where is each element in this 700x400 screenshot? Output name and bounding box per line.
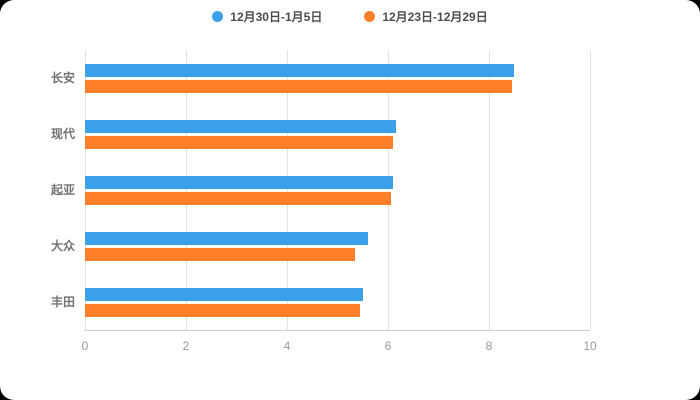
legend-item-week-current[interactable]: 12月30日-1月5日 (212, 8, 322, 25)
y-category-label: 大众 (50, 239, 75, 253)
x-tick-label: 8 (485, 339, 493, 353)
bar-series-1-起亚[interactable] (85, 191, 391, 205)
bar-series-0-丰田[interactable] (85, 287, 363, 301)
legend-item-week-previous[interactable]: 12月23日-12月29日 (364, 8, 488, 25)
bar-series-0-现代[interactable] (85, 119, 396, 133)
x-tick-label: 10 (583, 339, 597, 353)
bar-series-0-长安[interactable] (85, 63, 515, 77)
gridline (85, 50, 86, 330)
gridline (590, 50, 591, 330)
bar-series-0-起亚[interactable] (85, 175, 394, 189)
legend-marker-blue-icon (212, 11, 224, 22)
x-tick-label: 4 (283, 339, 291, 353)
gridline (186, 50, 187, 330)
y-category-label: 现代 (50, 127, 75, 141)
legend-marker-orange-icon (364, 11, 376, 22)
y-category-label: 丰田 (50, 295, 75, 309)
legend: 12月30日-1月5日 12月23日-12月29日 (0, 8, 700, 25)
bar-series-1-大众[interactable] (85, 247, 356, 261)
y-category-label: 长安 (50, 71, 75, 85)
bar-series-1-现代[interactable] (85, 135, 394, 149)
gridline (388, 50, 389, 330)
legend-label-week-previous: 12月23日-12月29日 (382, 10, 488, 24)
legend-label-week-current: 12月30日-1月5日 (230, 10, 323, 24)
bar-series-1-丰田[interactable] (85, 303, 361, 317)
plot-area: 0 2 4 6 8 10 长安现代起亚大众丰田 (51, 50, 597, 353)
x-tick-label: 6 (384, 339, 392, 353)
bar-series-0-大众[interactable] (85, 231, 368, 245)
gridline (287, 50, 288, 330)
y-category-label: 起亚 (50, 183, 75, 197)
x-tick-label: 0 (81, 339, 89, 353)
gridline (489, 50, 490, 330)
bar-series-1-长安[interactable] (85, 79, 512, 93)
x-tick-label: 2 (182, 339, 190, 353)
